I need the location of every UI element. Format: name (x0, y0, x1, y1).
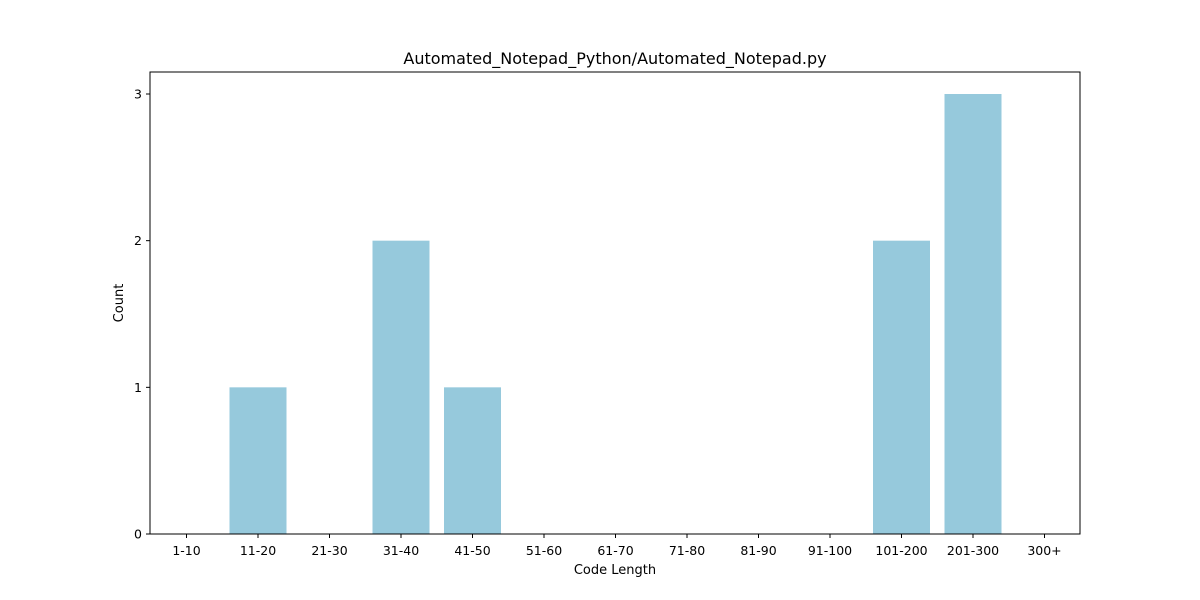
x-axis-label: Code Length (574, 563, 656, 578)
bar-201-300 (944, 94, 1002, 534)
y-tick-label: 1 (134, 380, 142, 395)
bar-11-20 (229, 387, 287, 534)
bar-41-50 (444, 387, 501, 534)
y-tick-label: 0 (134, 527, 142, 542)
x-tick-label: 21-30 (311, 543, 347, 558)
y-axis: 0 1 2 3 (134, 87, 150, 542)
x-tick-label: 1-10 (172, 543, 200, 558)
chart-title: Automated_Notepad_Python/Automated_Notep… (403, 49, 826, 69)
y-tick-label: 3 (134, 87, 142, 102)
x-axis: 1-10 11-20 21-30 31-40 41-50 51-60 61-70 71-80 8… (172, 534, 1062, 558)
bars-group (229, 94, 1002, 534)
x-tick-label: 31-40 (383, 543, 419, 558)
bar-101-200 (873, 240, 930, 534)
x-tick-label: 300+ (1027, 543, 1061, 558)
plot-frame (149, 71, 1081, 535)
x-tick-label: 41-50 (454, 543, 490, 558)
y-tick-label: 2 (134, 233, 142, 248)
x-tick-label: 91-100 (808, 543, 852, 558)
y-axis-label: Count (112, 284, 127, 323)
x-tick-label: 81-90 (740, 543, 776, 558)
x-tick-label: 101-200 (875, 543, 927, 558)
x-tick-label: 11-20 (240, 543, 276, 558)
x-tick-label: 71-80 (669, 543, 705, 558)
x-tick-label: 201-300 (947, 543, 999, 558)
x-tick-label: 51-60 (526, 543, 562, 558)
x-tick-label: 61-70 (597, 543, 633, 558)
bar-31-40 (372, 240, 430, 534)
